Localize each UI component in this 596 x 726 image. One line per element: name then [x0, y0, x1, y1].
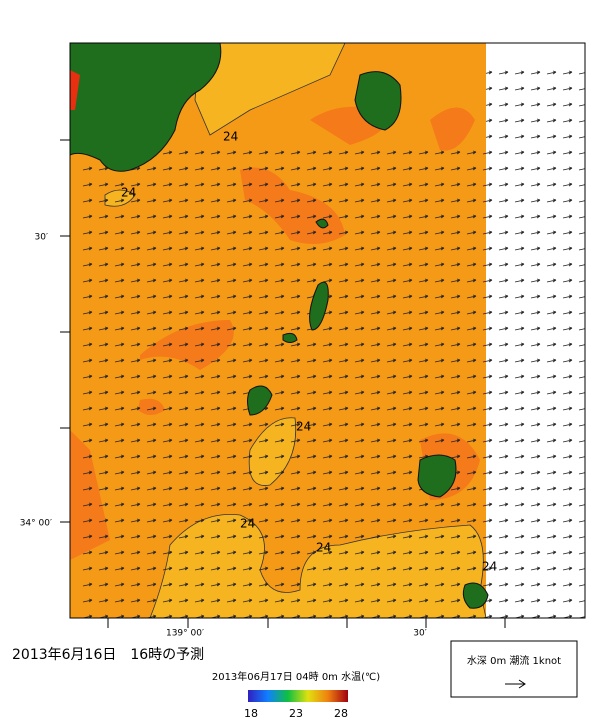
contour-label: 24	[223, 130, 238, 144]
contour-label: 24	[240, 517, 255, 531]
axis-labels: 30′ 34° 00′ 139° 00′ 30′	[20, 233, 427, 639]
axis-ticks	[60, 139, 506, 628]
current-arrows	[486, 60, 585, 618]
island	[282, 281, 329, 343]
island	[462, 582, 489, 609]
map-frame	[69, 42, 586, 619]
legend-box	[450, 640, 578, 698]
land-hot	[70, 70, 80, 110]
island	[354, 71, 402, 131]
current-arrows	[80, 150, 486, 618]
contour-label: 24	[121, 186, 136, 200]
island	[247, 385, 273, 416]
subtitle: 2013年06月17日 04時 0m 水温(℃)	[212, 670, 380, 683]
contour-label: 24	[316, 541, 331, 555]
map-area	[70, 43, 585, 618]
x-axis-label: 30′	[413, 629, 427, 639]
colorbar-tick: 23	[289, 707, 303, 720]
island	[315, 218, 329, 229]
y-axis-label: 30′	[35, 233, 49, 243]
colorbar	[248, 690, 348, 702]
warm-region	[194, 43, 346, 136]
legend-text: 水深 0m 潮流 1knot	[467, 654, 561, 667]
colorbar-tick: 18	[244, 707, 258, 720]
island	[417, 454, 457, 498]
colorbar-tick: 28	[334, 707, 348, 720]
legend-arrow	[505, 679, 526, 689]
contour-label: 24	[296, 420, 311, 434]
contour-label: 24	[482, 560, 497, 574]
title: 2013年6月16日 16時の予測	[12, 647, 204, 663]
y-axis-label: 34° 00′	[20, 519, 52, 529]
x-axis-label: 139° 00′	[166, 629, 204, 639]
contour-labels: 24 24 24 24 24 24	[121, 130, 497, 574]
land	[70, 43, 222, 172]
